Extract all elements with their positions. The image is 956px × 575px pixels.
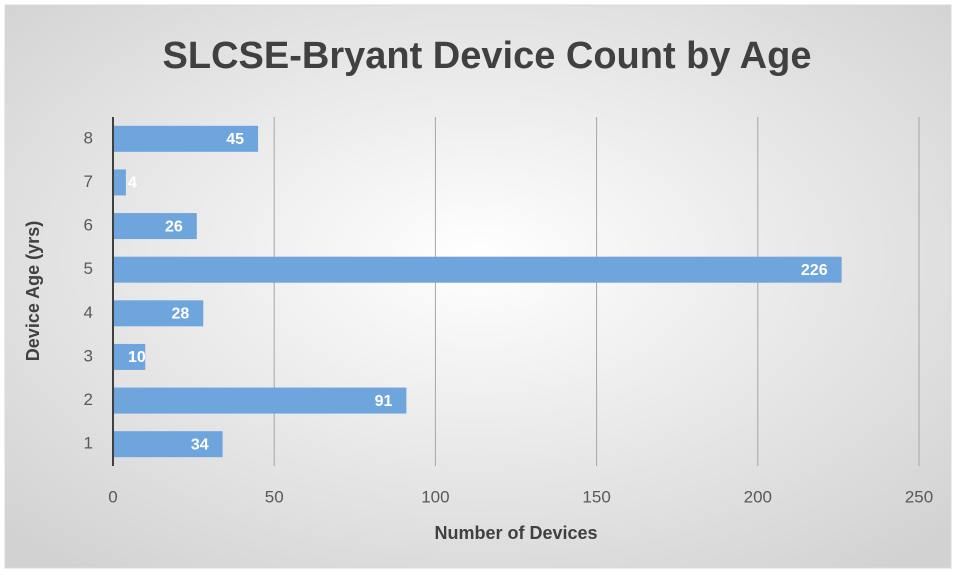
value-label: 26 (165, 218, 183, 235)
value-label: 226 (801, 262, 828, 279)
y-tick-label: 1 (84, 434, 93, 453)
value-label: 28 (171, 306, 189, 323)
x-tick-label: 250 (905, 487, 933, 506)
bar (113, 256, 842, 283)
bar (113, 169, 126, 196)
value-label: 45 (226, 131, 244, 148)
y-tick-label: 3 (84, 346, 93, 365)
y-tick-label: 2 (84, 390, 93, 409)
bar (113, 431, 223, 458)
y-tick-label: 7 (84, 172, 93, 191)
x-tick-label: 50 (265, 487, 284, 506)
chart-background (4, 4, 952, 569)
y-tick-label: 4 (84, 303, 93, 322)
value-label: 10 (128, 349, 146, 366)
y-tick-label: 8 (84, 128, 93, 147)
value-label: 34 (191, 436, 209, 453)
x-tick-label: 0 (108, 487, 117, 506)
x-tick-label: 100 (421, 487, 449, 506)
y-tick-label: 6 (84, 216, 93, 235)
value-label: 91 (375, 393, 393, 410)
value-label: 4 (128, 175, 137, 192)
x-axis-label: Number of Devices (434, 523, 597, 543)
bar (113, 213, 197, 240)
bar (113, 343, 146, 370)
x-tick-label: 150 (582, 487, 610, 506)
y-axis-label: Device Age (yrs) (23, 221, 43, 361)
bar (113, 300, 204, 327)
x-tick-label: 200 (744, 487, 772, 506)
chart-title: SLCSE-Bryant Device Count by Age (163, 35, 812, 77)
bar (113, 387, 407, 414)
y-tick-label: 5 (84, 259, 93, 278)
bar (113, 125, 259, 152)
